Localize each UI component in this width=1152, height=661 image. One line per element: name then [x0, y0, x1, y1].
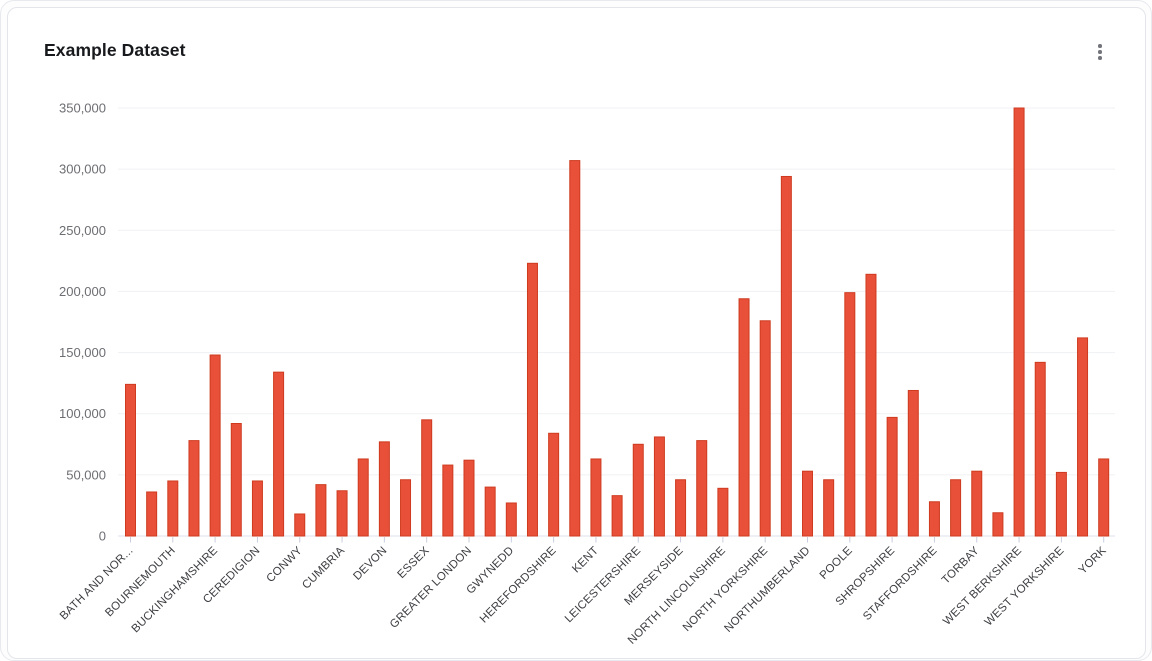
svg-text:50,000: 50,000: [66, 467, 106, 482]
svg-text:250,000: 250,000: [59, 223, 106, 238]
svg-text:150,000: 150,000: [59, 345, 106, 360]
svg-text:100,000: 100,000: [59, 406, 106, 421]
svg-text:DEVON: DEVON: [351, 545, 389, 583]
svg-text:0: 0: [99, 529, 106, 544]
svg-text:LEICESTERSHIRE: LEICESTERSHIRE: [563, 545, 644, 626]
svg-text:POOLE: POOLE: [818, 545, 855, 582]
card-header: Example Dataset: [8, 8, 1145, 78]
svg-text:200,000: 200,000: [59, 284, 106, 299]
more-options-button[interactable]: [1087, 38, 1113, 66]
svg-text:WEST YORKSHIRE: WEST YORKSHIRE: [983, 545, 1067, 629]
chart-title: Example Dataset: [44, 40, 186, 60]
svg-text:CUMBRIA: CUMBRIA: [300, 545, 347, 592]
svg-text:300,000: 300,000: [59, 162, 106, 177]
svg-text:KENT: KENT: [570, 545, 601, 576]
svg-text:CONWY: CONWY: [265, 545, 305, 585]
svg-text:BATH AND NOR...: BATH AND NOR...: [58, 545, 136, 623]
svg-text:STAFFORDSHIRE: STAFFORDSHIRE: [861, 545, 939, 623]
svg-text:TORBAY: TORBAY: [940, 545, 982, 587]
svg-text:NORTHUMBERLAND: NORTHUMBERLAND: [722, 545, 812, 635]
kebab-menu-icon: [1098, 44, 1102, 59]
svg-text:YORK: YORK: [1077, 545, 1109, 577]
svg-text:HEREFORDSHIRE: HEREFORDSHIRE: [478, 545, 559, 626]
svg-text:ESSEX: ESSEX: [395, 545, 431, 581]
svg-text:GREATER LONDON: GREATER LONDON: [388, 545, 474, 631]
svg-text:WEST BERKSHIRE: WEST BERKSHIRE: [941, 545, 1024, 628]
svg-text:350,000: 350,000: [59, 101, 106, 116]
svg-text:BUCKINGHAMSHIRE: BUCKINGHAMSHIRE: [130, 545, 221, 636]
svg-text:BOURNEMOUTH: BOURNEMOUTH: [103, 545, 178, 620]
svg-text:NORTH YORKSHIRE: NORTH YORKSHIRE: [681, 545, 770, 634]
